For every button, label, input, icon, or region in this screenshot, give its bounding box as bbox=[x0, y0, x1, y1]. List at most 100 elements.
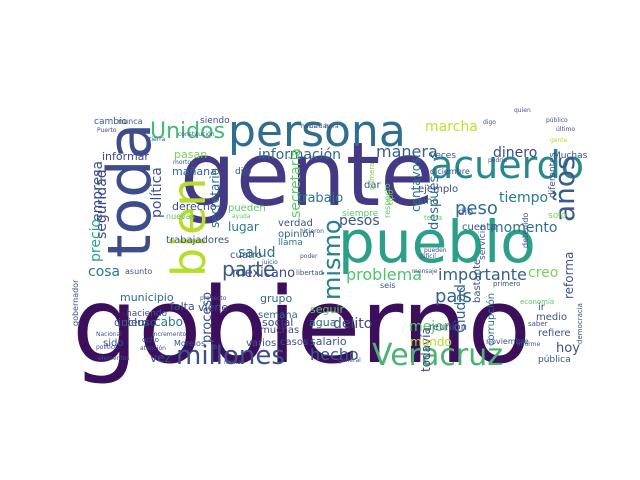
word-cloud-word: parte bbox=[222, 257, 275, 281]
word-cloud-word: medio bbox=[536, 312, 567, 323]
word-cloud-word: siendo bbox=[200, 116, 230, 126]
word-cloud-word: grupo bbox=[260, 292, 292, 305]
word-cloud-word: ejemplo bbox=[418, 184, 458, 195]
word-cloud-word: político bbox=[96, 344, 118, 351]
word-cloud-word: llama bbox=[278, 238, 303, 248]
word-cloud-word: quiero bbox=[114, 316, 149, 329]
word-cloud-word: gobernador bbox=[71, 279, 80, 326]
word-cloud-word: tema bbox=[424, 214, 442, 222]
word-cloud-word: economía bbox=[520, 298, 554, 306]
word-cloud-word: tiempo bbox=[499, 190, 548, 206]
word-cloud-word: incluso bbox=[118, 316, 157, 329]
word-cloud-word: varios bbox=[246, 338, 276, 349]
word-cloud-word: política bbox=[149, 167, 165, 218]
word-cloud-word: proceso bbox=[200, 292, 215, 343]
word-cloud-word: primera bbox=[368, 162, 376, 190]
word-cloud-word: público bbox=[546, 117, 568, 124]
word-cloud-word: nunca bbox=[118, 117, 143, 126]
word-cloud-word: mortos bbox=[173, 159, 194, 166]
word-cloud-word: agua bbox=[309, 316, 336, 329]
word-cloud-word: pesos bbox=[339, 213, 380, 229]
word-cloud-word: cambio bbox=[94, 117, 127, 127]
word-cloud-word: seguir bbox=[310, 303, 345, 316]
word-cloud-word: gente bbox=[180, 123, 434, 226]
word-cloud-word: informe bbox=[517, 341, 540, 348]
word-cloud-word: delito bbox=[333, 316, 372, 332]
word-cloud-word: buen bbox=[310, 155, 325, 162]
word-cloud-word: pública bbox=[538, 355, 571, 365]
word-cloud-word: constitución bbox=[178, 131, 215, 138]
word-cloud-word: democracia bbox=[576, 303, 584, 344]
word-cloud-word: derecho bbox=[172, 200, 217, 213]
word-cloud-word: verdad bbox=[278, 218, 313, 229]
word-cloud-word: iba bbox=[212, 344, 221, 351]
word-cloud-word: lugar bbox=[228, 220, 259, 234]
word-cloud-word: millones bbox=[176, 341, 285, 371]
word-cloud-word: respecto bbox=[383, 183, 392, 218]
word-cloud-word: después bbox=[427, 175, 442, 230]
word-cloud-word: poder bbox=[300, 253, 318, 260]
word-cloud-word: proyecto bbox=[200, 295, 227, 302]
word-cloud-word: incremento bbox=[152, 331, 186, 338]
word-cloud-word: gobierno bbox=[72, 265, 531, 387]
word-cloud-word: reunión bbox=[429, 321, 467, 333]
word-cloud-word: refiere bbox=[538, 328, 571, 339]
word-cloud-word: quien bbox=[514, 107, 531, 114]
word-cloud-word: acuerdo bbox=[430, 143, 584, 187]
word-cloud-word: haciendo bbox=[126, 309, 168, 319]
word-cloud-word: centavos bbox=[409, 158, 423, 212]
word-cloud-word: tierra bbox=[149, 136, 166, 143]
word-cloud-word: elementos bbox=[98, 355, 130, 362]
word-cloud-word: atención bbox=[140, 345, 166, 352]
word-cloud-word: hicieron bbox=[300, 228, 324, 235]
word-cloud-word: gente bbox=[550, 137, 568, 144]
word-cloud-word: primero bbox=[493, 280, 520, 288]
word-cloud-word: semana bbox=[258, 310, 298, 321]
word-cloud-word: importante bbox=[438, 265, 527, 284]
word-cloud-word: pasan bbox=[174, 148, 207, 161]
word-cloud-word: toda bbox=[95, 123, 165, 258]
word-cloud-word: diciembre bbox=[430, 167, 470, 176]
word-cloud-word: peso bbox=[455, 198, 498, 219]
word-cloud-word: Ciudad bbox=[453, 284, 469, 333]
word-cloud-word: ir bbox=[538, 302, 546, 313]
word-cloud-word: momento bbox=[490, 220, 557, 236]
word-cloud-word: empresa bbox=[90, 161, 106, 222]
word-cloud-word: precio bbox=[88, 219, 104, 262]
word-cloud-word: saber bbox=[528, 320, 548, 328]
word-cloud-word: seis bbox=[380, 281, 395, 290]
word-cloud-word: trabajo bbox=[297, 191, 343, 206]
word-cloud-word: cuenta bbox=[462, 222, 496, 233]
word-cloud-word: corrupción bbox=[485, 293, 497, 346]
word-cloud-word: dinero bbox=[493, 145, 537, 161]
word-cloud-word: todavía bbox=[419, 327, 433, 372]
word-cloud-word: Muchas bbox=[553, 151, 588, 161]
word-cloud-word: viene bbox=[198, 301, 228, 314]
word-cloud-word: general bbox=[338, 357, 361, 364]
word-cloud-word: país bbox=[435, 286, 472, 307]
word-cloud-word: vez bbox=[150, 351, 171, 365]
word-cloud-word: pueden bbox=[424, 247, 447, 254]
word-cloud-word: hora bbox=[325, 123, 339, 130]
word-cloud-word: juicio bbox=[261, 259, 278, 266]
word-cloud-word: menos bbox=[224, 359, 244, 366]
word-cloud-word: Nacional bbox=[96, 331, 122, 338]
word-cloud-word: secretario bbox=[208, 168, 222, 228]
word-cloud-word: marcha bbox=[425, 119, 478, 135]
word-cloud-word: trabajadores bbox=[166, 235, 229, 246]
word-cloud-word: bien bbox=[162, 178, 216, 277]
word-cloud-word: bastante bbox=[472, 259, 483, 303]
word-cloud-word: mexicano bbox=[232, 266, 295, 281]
word-cloud-word: información bbox=[258, 147, 341, 163]
word-cloud-word: nuevas bbox=[166, 212, 195, 221]
word-cloud-word: tipo bbox=[386, 190, 395, 205]
word-cloud-word: cuidar bbox=[310, 123, 329, 130]
word-cloud-word: hecho bbox=[310, 345, 359, 364]
word-cloud-word: dar bbox=[364, 180, 381, 191]
word-cloud-word: detenido bbox=[521, 213, 530, 248]
word-cloud-word: mejor bbox=[409, 319, 450, 335]
word-cloud-word: informar bbox=[102, 150, 149, 163]
word-cloud-word: Veracruz bbox=[372, 338, 503, 373]
word-cloud-word: cosa bbox=[88, 264, 120, 280]
word-cloud-word: asunto bbox=[125, 267, 152, 276]
